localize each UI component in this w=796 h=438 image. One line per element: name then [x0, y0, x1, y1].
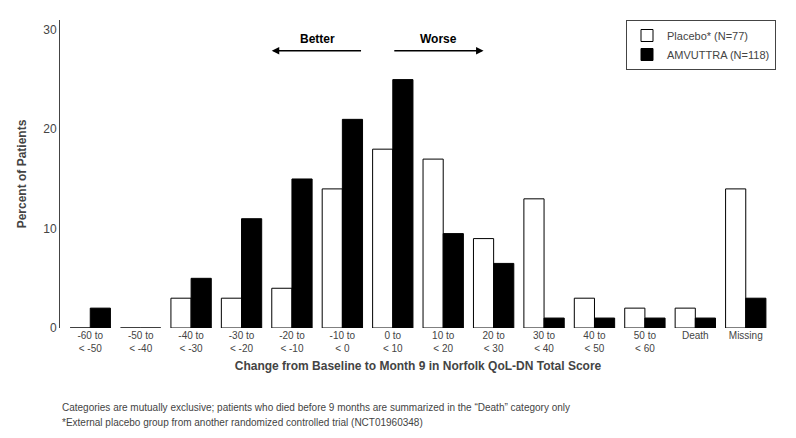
svg-text:-50 to< -40: -50 to< -40 [128, 330, 154, 354]
svg-text:-30 to< -20: -30 to< -20 [229, 330, 255, 354]
svg-text:Missing: Missing [729, 330, 763, 341]
svg-text:10: 10 [43, 222, 57, 236]
svg-text:20: 20 [43, 122, 57, 136]
svg-text:-20 to< -10: -20 to< -10 [279, 330, 305, 354]
svg-text:-40 to< -30: -40 to< -30 [178, 330, 204, 354]
svg-text:30 to< 40: 30 to< 40 [533, 330, 556, 354]
svg-text:Better: Better [300, 32, 335, 46]
svg-text:-60 to< -50: -60 to< -50 [77, 330, 103, 354]
svg-text:Categories are mutually exclus: Categories are mutually exclusive; patie… [62, 402, 570, 413]
svg-text:Death: Death [682, 330, 709, 341]
svg-text:30: 30 [43, 23, 57, 37]
svg-text:0 to< 10: 0 to< 10 [383, 330, 403, 354]
svg-text:0: 0 [50, 321, 57, 335]
svg-text:20 to< 30: 20 to< 30 [483, 330, 506, 354]
svg-text:Worse: Worse [420, 32, 457, 46]
svg-text:Percent of Patients: Percent of Patients [15, 119, 29, 228]
svg-text:*External placebo group from a: *External placebo group from another ran… [62, 417, 423, 428]
svg-text:40 to< 50: 40 to< 50 [583, 330, 606, 354]
svg-text:-10 to< 0: -10 to< 0 [330, 330, 356, 354]
svg-text:Placebo* (N=77): Placebo* (N=77) [667, 30, 748, 42]
svg-text:50 to< 60: 50 to< 60 [634, 330, 657, 354]
svg-text:10 to< 20: 10 to< 20 [432, 330, 455, 354]
svg-text:Change from Baseline to Month: Change from Baseline to Month 9 in Norfo… [235, 359, 602, 373]
svg-text:AMVUTTRA (N=118): AMVUTTRA (N=118) [667, 49, 769, 61]
